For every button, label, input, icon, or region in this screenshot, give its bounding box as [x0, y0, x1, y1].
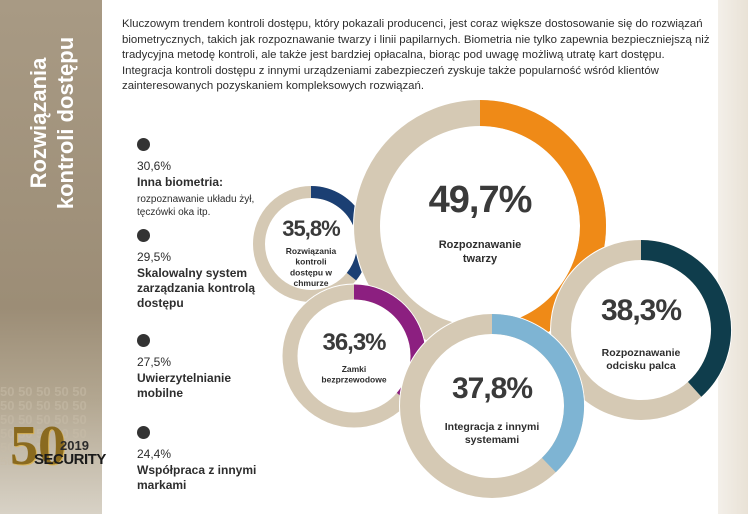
donut-backing — [353, 99, 607, 353]
donut-value-label: 35,8% — [282, 216, 340, 241]
donut-category-label: Rozpoznawanie twarzy — [439, 239, 522, 265]
intro-paragraph: Kluczowym trendem kontroli dostępu, któr… — [122, 18, 710, 93]
logo-word: SECURITY — [34, 451, 106, 468]
donut-backing — [252, 185, 370, 303]
donut-backing — [281, 283, 427, 429]
legend-label: Inna biometria: — [137, 175, 224, 189]
legend-label: Uwierzytelnianie mobilne — [137, 371, 232, 400]
decorative-number-pattern: 50 50 50 50 50 50 50 50 50 50 50 50 50 5… — [0, 385, 87, 465]
donut-category-label: Zamki bezprzewodowe — [321, 364, 386, 385]
bullet-dot — [137, 426, 150, 439]
donut-category-label: Rozwiązania kontroli dostępu w chmurze — [286, 246, 337, 288]
legend-percent: 27,5% — [137, 355, 172, 369]
donut-category-label: Rozpoznawanie odcisku palca — [602, 347, 681, 372]
donut-category-label: Integracja z innymi systemami — [445, 421, 540, 446]
bullet-dot — [137, 334, 150, 347]
bullet-dot — [137, 229, 150, 242]
donut-4: 36,3% Zamki bezprzewodowe — [281, 283, 427, 429]
donut-value-label: 49,7% — [429, 179, 532, 221]
security-50-logo: 50 2019 SECURITY — [8, 415, 106, 484]
donut-value-label: 36,3% — [322, 329, 386, 356]
legend-percent: 29,5% — [137, 250, 172, 264]
logo-year: 2019 — [60, 438, 89, 453]
legend-label: Współpraca z innymi markami — [137, 463, 257, 492]
bullet-dot — [137, 138, 150, 151]
donut-value-arc — [491, 314, 584, 473]
page-edge-decoration — [718, 0, 748, 514]
donut-3: 37,8% Integracja z innymi systemami — [399, 313, 585, 499]
donut-backing — [399, 313, 585, 499]
legend-sublabel: rozpoznawanie układu żył, tęczówki oka i… — [137, 194, 255, 218]
donut-backing — [550, 239, 732, 421]
donut-value-label: 38,3% — [601, 294, 681, 327]
logo-number: 50 — [10, 415, 66, 477]
donut-2: 38,3% Rozpoznawanie odcisku palca — [550, 239, 732, 421]
legend-label: Skalowalny system zarządzania kontrolą d… — [137, 266, 256, 310]
donut-value-arc — [640, 240, 731, 397]
legend-percent: 30,6% — [137, 159, 172, 173]
legend-percent: 24,4% — [137, 447, 172, 461]
donut-value-label: 37,8% — [452, 372, 532, 405]
sidebar: Rozwiązania kontroli dostępu 50 50 50 50… — [0, 0, 106, 514]
